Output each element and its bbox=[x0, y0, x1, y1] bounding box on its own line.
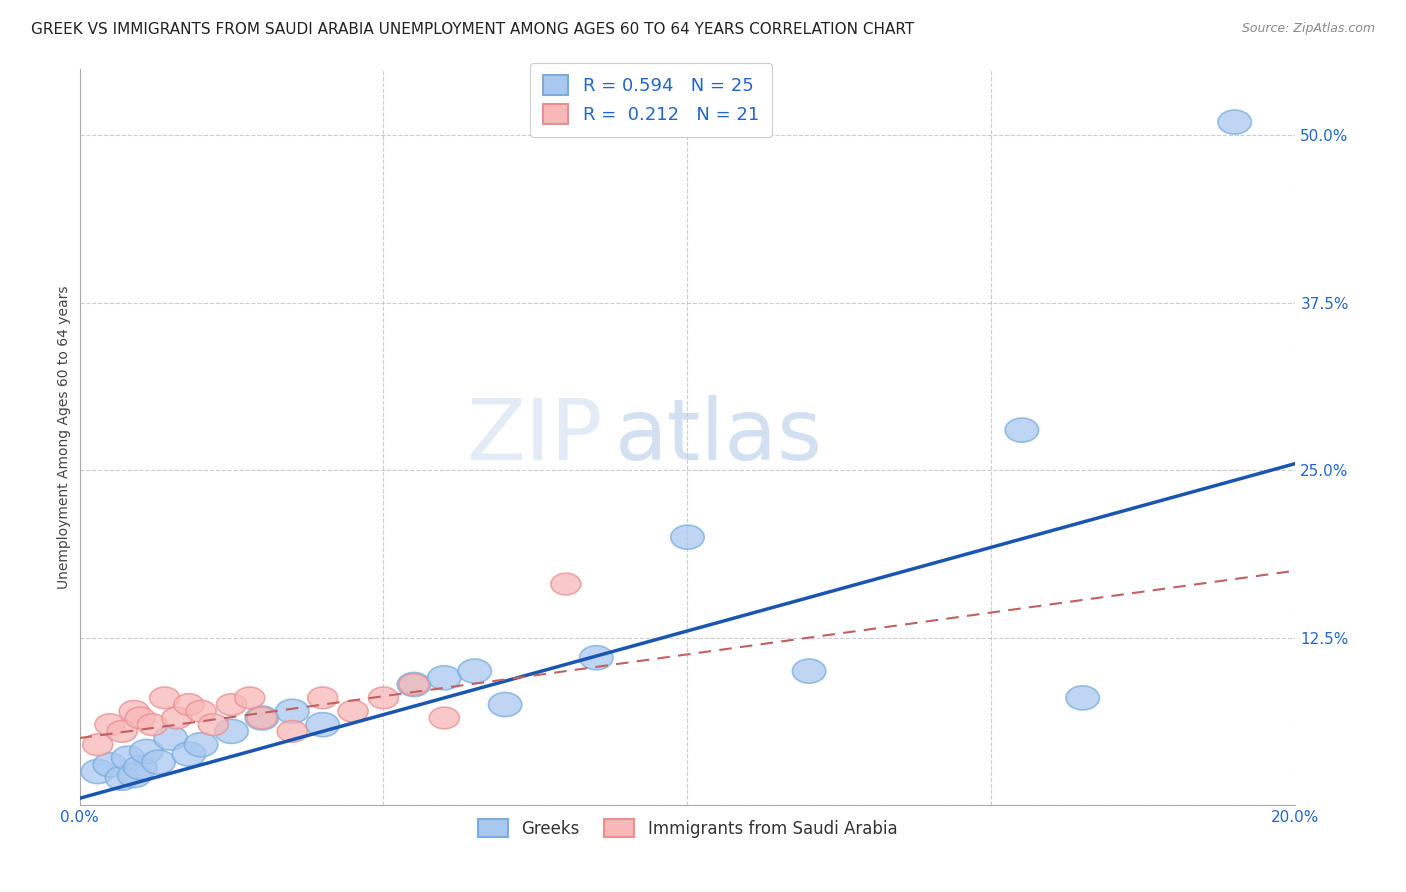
Ellipse shape bbox=[184, 732, 218, 756]
Ellipse shape bbox=[399, 673, 429, 696]
Text: atlas: atlas bbox=[614, 395, 823, 478]
Ellipse shape bbox=[138, 714, 167, 736]
Ellipse shape bbox=[277, 721, 308, 742]
Ellipse shape bbox=[396, 673, 430, 697]
Ellipse shape bbox=[186, 700, 217, 723]
Ellipse shape bbox=[235, 687, 264, 709]
Ellipse shape bbox=[174, 694, 204, 715]
Ellipse shape bbox=[125, 707, 155, 729]
Ellipse shape bbox=[671, 525, 704, 549]
Ellipse shape bbox=[149, 687, 180, 709]
Text: Source: ZipAtlas.com: Source: ZipAtlas.com bbox=[1241, 22, 1375, 36]
Ellipse shape bbox=[308, 687, 337, 709]
Ellipse shape bbox=[198, 714, 228, 736]
Ellipse shape bbox=[247, 707, 277, 729]
Ellipse shape bbox=[94, 714, 125, 736]
Text: GREEK VS IMMIGRANTS FROM SAUDI ARABIA UNEMPLOYMENT AMONG AGES 60 TO 64 YEARS COR: GREEK VS IMMIGRANTS FROM SAUDI ARABIA UN… bbox=[31, 22, 914, 37]
Ellipse shape bbox=[129, 739, 163, 764]
Ellipse shape bbox=[105, 766, 139, 790]
Ellipse shape bbox=[107, 721, 138, 742]
Ellipse shape bbox=[124, 756, 157, 780]
Ellipse shape bbox=[118, 764, 150, 788]
Ellipse shape bbox=[579, 646, 613, 670]
Y-axis label: Unemployment Among Ages 60 to 64 years: Unemployment Among Ages 60 to 64 years bbox=[58, 285, 72, 589]
Ellipse shape bbox=[120, 700, 149, 723]
Ellipse shape bbox=[111, 746, 145, 770]
Ellipse shape bbox=[337, 700, 368, 723]
Ellipse shape bbox=[458, 659, 492, 683]
Ellipse shape bbox=[1005, 418, 1039, 442]
Ellipse shape bbox=[217, 694, 246, 715]
Text: ZIP: ZIP bbox=[465, 395, 602, 478]
Ellipse shape bbox=[427, 665, 461, 690]
Ellipse shape bbox=[368, 687, 398, 709]
Ellipse shape bbox=[155, 726, 187, 750]
Ellipse shape bbox=[1218, 110, 1251, 134]
Ellipse shape bbox=[276, 699, 309, 723]
Ellipse shape bbox=[83, 734, 112, 756]
Ellipse shape bbox=[429, 707, 460, 729]
Ellipse shape bbox=[488, 692, 522, 716]
Ellipse shape bbox=[93, 753, 127, 777]
Ellipse shape bbox=[172, 742, 205, 766]
Ellipse shape bbox=[793, 659, 825, 683]
Ellipse shape bbox=[551, 574, 581, 595]
Ellipse shape bbox=[245, 706, 278, 730]
Ellipse shape bbox=[1066, 686, 1099, 710]
Ellipse shape bbox=[142, 750, 176, 774]
Legend: Greeks, Immigrants from Saudi Arabia: Greeks, Immigrants from Saudi Arabia bbox=[471, 813, 904, 845]
Ellipse shape bbox=[215, 719, 249, 743]
Ellipse shape bbox=[162, 707, 191, 729]
Ellipse shape bbox=[307, 713, 339, 737]
Ellipse shape bbox=[82, 759, 114, 783]
